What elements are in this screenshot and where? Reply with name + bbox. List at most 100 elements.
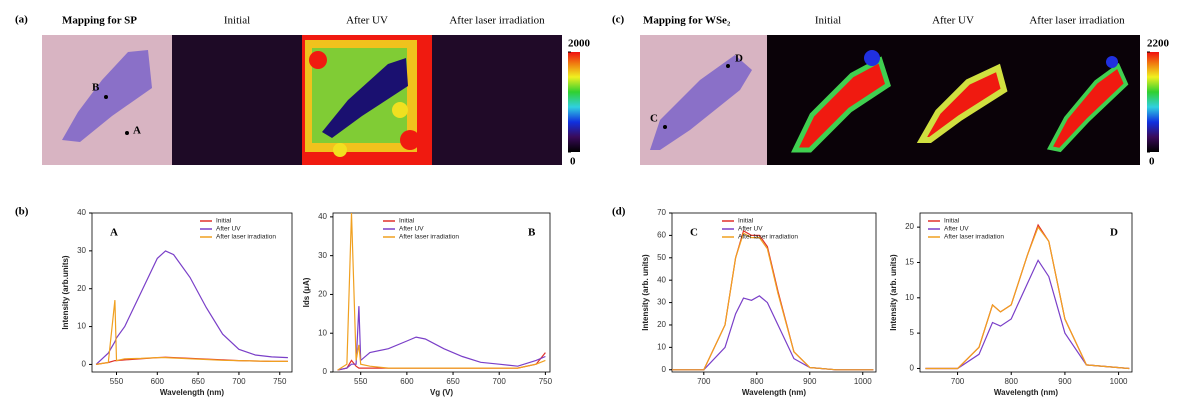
point-label: D — [735, 53, 743, 65]
legend-label: After UV — [399, 226, 424, 233]
map-title: After UV — [346, 15, 388, 27]
map-image — [302, 35, 432, 165]
series-line — [925, 223, 1130, 370]
y-tick-label: 40 — [657, 275, 666, 284]
x-axis-label: Vg (V) — [430, 388, 453, 397]
series-line — [337, 306, 546, 371]
y-tick-label: 10 — [657, 342, 666, 351]
plot-frame — [919, 212, 1133, 373]
y-axis-label: Intensity (arb. units) — [641, 254, 650, 331]
y-tick-label: 0 — [323, 367, 328, 376]
map-title: Mapping for SP — [62, 15, 137, 27]
y-tick-label: 10 — [77, 322, 86, 331]
colorbar-label: 2200 — [1147, 38, 1170, 50]
annotation: D — [1110, 227, 1118, 239]
y-tick-label: 40 — [318, 212, 327, 221]
map-image — [432, 35, 562, 165]
x-tick-label: 700 — [232, 377, 246, 386]
x-tick-label: 800 — [750, 377, 764, 386]
panel-label: (a) — [15, 14, 28, 26]
x-tick-label: 750 — [273, 377, 287, 386]
plot-frame — [671, 212, 877, 373]
legend-label: After laser irradiation — [216, 234, 276, 241]
y-tick-label: 0 — [910, 364, 915, 373]
series-line — [672, 295, 874, 371]
map-title: After laser irradiation — [449, 15, 545, 27]
y-tick-label: 20 — [657, 320, 666, 329]
x-tick-label: 750 — [539, 377, 553, 386]
y-tick-label: 30 — [77, 246, 86, 255]
series-line — [96, 300, 288, 365]
series-line — [672, 232, 874, 371]
point-label: C — [650, 113, 658, 125]
x-tick-label: 1000 — [1110, 377, 1128, 386]
y-tick-label: 50 — [657, 253, 666, 262]
y-tick-label: 5 — [910, 328, 915, 337]
series-line — [337, 212, 546, 371]
x-tick-label: 600 — [400, 377, 414, 386]
y-tick-label: 10 — [318, 328, 327, 337]
colorbar — [568, 52, 580, 152]
point-marker — [726, 64, 730, 68]
legend-label: After UV — [216, 226, 241, 233]
map-image — [172, 35, 302, 165]
x-tick-label: 550 — [110, 377, 124, 386]
x-axis-label: Wavelength (nm) — [994, 388, 1058, 397]
x-tick-label: 650 — [446, 377, 460, 386]
map-title: After laser irradiation — [1029, 15, 1125, 27]
legend-label: After laser irradiation — [399, 234, 459, 241]
series-line — [337, 352, 546, 371]
plot-frame — [332, 212, 551, 373]
optical-image — [42, 35, 172, 165]
colorbar — [1147, 52, 1159, 152]
series-line — [925, 225, 1130, 370]
point-label: A — [133, 125, 141, 137]
y-axis-label: Ids (μA) — [302, 277, 311, 307]
y-axis-label: Intensity (arb. units) — [889, 254, 898, 331]
x-tick-label: 700 — [697, 377, 711, 386]
x-tick-label: 600 — [151, 377, 165, 386]
y-tick-label: 10 — [905, 293, 914, 302]
x-tick-label: 1000 — [854, 377, 872, 386]
series-line — [925, 259, 1130, 370]
panel-label: (b) — [15, 206, 29, 218]
x-tick-label: 700 — [493, 377, 507, 386]
legend-label: Initial — [216, 218, 232, 225]
optical-image — [640, 35, 767, 165]
series-line — [672, 230, 874, 371]
series-line — [95, 250, 288, 365]
map-title: Initial — [815, 15, 841, 27]
map-title: Mapping for WSe₂ — [643, 15, 731, 27]
x-tick-label: 550 — [354, 377, 368, 386]
legend-label: Initial — [399, 218, 415, 225]
legend-label: After laser irradiation — [944, 234, 1004, 241]
x-tick-label: 900 — [1058, 377, 1072, 386]
x-tick-label: 800 — [1005, 377, 1019, 386]
point-marker — [663, 125, 667, 129]
colorbar-label: 2000 — [568, 38, 591, 50]
annotation: A — [110, 227, 118, 239]
x-axis-label: Wavelength (nm) — [160, 388, 224, 397]
point-marker — [125, 131, 129, 135]
y-tick-label: 20 — [318, 290, 327, 299]
y-tick-label: 30 — [657, 298, 666, 307]
y-tick-label: 20 — [77, 284, 86, 293]
colorbar-label: 0 — [570, 156, 576, 168]
map-title: Initial — [224, 15, 250, 27]
x-tick-label: 700 — [951, 377, 965, 386]
y-tick-label: 20 — [905, 222, 914, 231]
y-tick-label: 60 — [657, 231, 666, 240]
y-tick-label: 0 — [82, 360, 87, 369]
colorbar-label: 0 — [1149, 156, 1155, 168]
annotation: C — [690, 227, 698, 239]
y-tick-label: 40 — [77, 208, 86, 217]
panel-label: (c) — [612, 14, 625, 26]
x-tick-label: 900 — [803, 377, 817, 386]
plot-frame — [91, 212, 293, 373]
legend-label: Initial — [944, 218, 960, 225]
x-axis-label: Wavelength (nm) — [742, 388, 806, 397]
legend-label: After UV — [944, 226, 969, 233]
point-marker — [104, 95, 108, 99]
legend-label: After laser irradiation — [738, 234, 798, 241]
y-tick-label: 15 — [905, 258, 914, 267]
